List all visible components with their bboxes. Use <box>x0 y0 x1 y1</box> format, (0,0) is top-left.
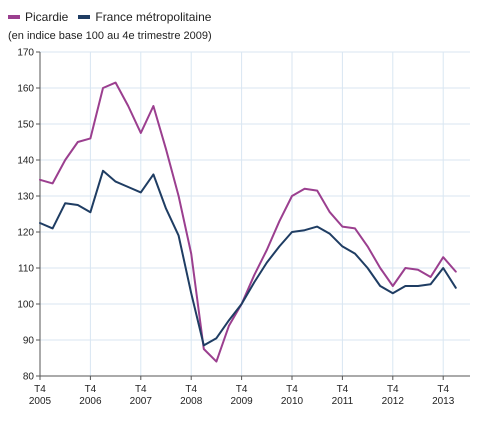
y-tick-label-160: 160 <box>17 84 34 95</box>
y-tick-label-140: 140 <box>17 156 34 167</box>
legend: Picardie France métropolitaine <box>8 8 221 26</box>
y-tick-label-110: 110 <box>18 264 34 275</box>
x-tick-label-7-year: 2012 <box>382 396 405 407</box>
chart-note: (en indice base 100 au 4e trimestre 2009… <box>8 30 212 42</box>
x-tick-label-8-year: 2013 <box>432 396 455 407</box>
x-tick-label-7-quarter: T4 <box>387 384 399 395</box>
legend-swatch-france <box>78 15 91 19</box>
y-tick-label-150: 150 <box>17 120 34 131</box>
x-tick-label-3-year: 2008 <box>180 396 203 407</box>
x-tick-label-2-quarter: T4 <box>135 384 147 395</box>
x-tick-label-1-quarter: T4 <box>85 384 97 395</box>
y-tick-label-120: 120 <box>17 228 34 239</box>
legend-label-france: France métropolitaine <box>95 10 212 24</box>
legend-swatch-picardie <box>8 15 20 19</box>
x-tick-label-5-year: 2010 <box>281 396 304 407</box>
legend-label-picardie: Picardie <box>25 10 69 24</box>
x-tick-label-5-quarter: T4 <box>286 384 298 395</box>
x-tick-label-0-year: 2005 <box>29 396 52 407</box>
x-tick-label-6-quarter: T4 <box>337 384 349 395</box>
y-tick-label-100: 100 <box>17 300 34 311</box>
x-tick-label-3-quarter: T4 <box>185 384 197 395</box>
y-tick-label-90: 90 <box>23 336 35 347</box>
x-tick-label-0-quarter: T4 <box>34 384 46 395</box>
legend-entry-france: France métropolitaine <box>78 10 211 24</box>
y-tick-label-170: 170 <box>17 48 34 59</box>
x-tick-label-1-year: 2006 <box>79 396 102 407</box>
x-tick-label-2-year: 2007 <box>130 396 153 407</box>
series-line-france <box>39 169 457 347</box>
x-tick-label-4-quarter: T4 <box>236 384 248 395</box>
x-tick-label-6-year: 2011 <box>332 396 354 407</box>
x-tick-label-8-quarter: T4 <box>437 384 449 395</box>
y-tick-label-80: 80 <box>23 372 35 383</box>
series-line-picardie <box>39 81 457 363</box>
legend-entry-picardie: Picardie <box>8 10 68 24</box>
y-tick-label-130: 130 <box>17 192 34 203</box>
x-tick-label-4-year: 2009 <box>230 396 253 407</box>
